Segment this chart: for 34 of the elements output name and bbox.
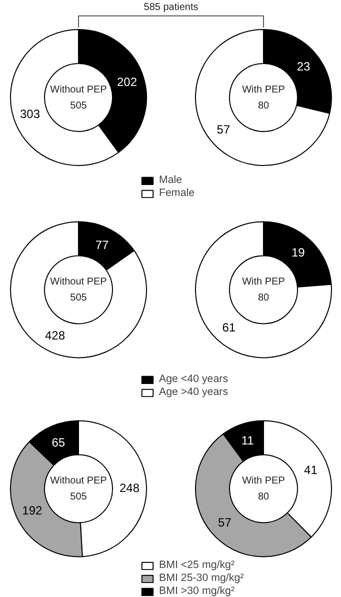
text: With PEP bbox=[242, 276, 286, 288]
text: With PEP bbox=[242, 476, 286, 487]
legend-label: Age >40 years bbox=[159, 386, 228, 398]
legend-label: Male bbox=[159, 174, 182, 186]
text: 505 bbox=[70, 100, 88, 112]
data-label: 428 bbox=[44, 328, 66, 342]
legend-label: Female bbox=[159, 187, 195, 199]
data-label: 303 bbox=[20, 106, 40, 121]
text: 80 bbox=[258, 100, 270, 112]
text: 80 bbox=[258, 492, 270, 503]
data-label: 61 bbox=[222, 320, 236, 335]
data-label: 41 bbox=[304, 462, 318, 477]
data-label: 248 bbox=[119, 480, 140, 495]
legend-label: BMI >30 mg/kg² bbox=[159, 585, 235, 597]
text: With PEP bbox=[242, 84, 286, 96]
data-label: 57 bbox=[218, 515, 232, 530]
data-label: 57 bbox=[216, 122, 230, 137]
text: 505 bbox=[70, 492, 88, 503]
text: Without PEP bbox=[50, 84, 108, 96]
data-label: 202 bbox=[116, 75, 138, 90]
chart-title: 585 patients bbox=[144, 2, 198, 14]
data-label: 77 bbox=[95, 238, 110, 252]
legend-label: BMI 25-30 mg/kg² bbox=[159, 572, 244, 584]
data-label: 192 bbox=[22, 504, 43, 518]
data-label: 65 bbox=[52, 435, 66, 450]
text: Without PEP bbox=[50, 276, 108, 288]
text: 505 bbox=[70, 292, 88, 304]
text: 80 bbox=[258, 292, 270, 304]
data-label: 23 bbox=[296, 59, 311, 74]
legend-label: BMI <25 mg/kg² bbox=[159, 559, 235, 571]
data-label: 19 bbox=[291, 246, 306, 260]
data-label: 11 bbox=[241, 434, 254, 448]
legend-label: Age <40 years bbox=[159, 373, 228, 385]
text: Without PEP bbox=[50, 476, 108, 487]
